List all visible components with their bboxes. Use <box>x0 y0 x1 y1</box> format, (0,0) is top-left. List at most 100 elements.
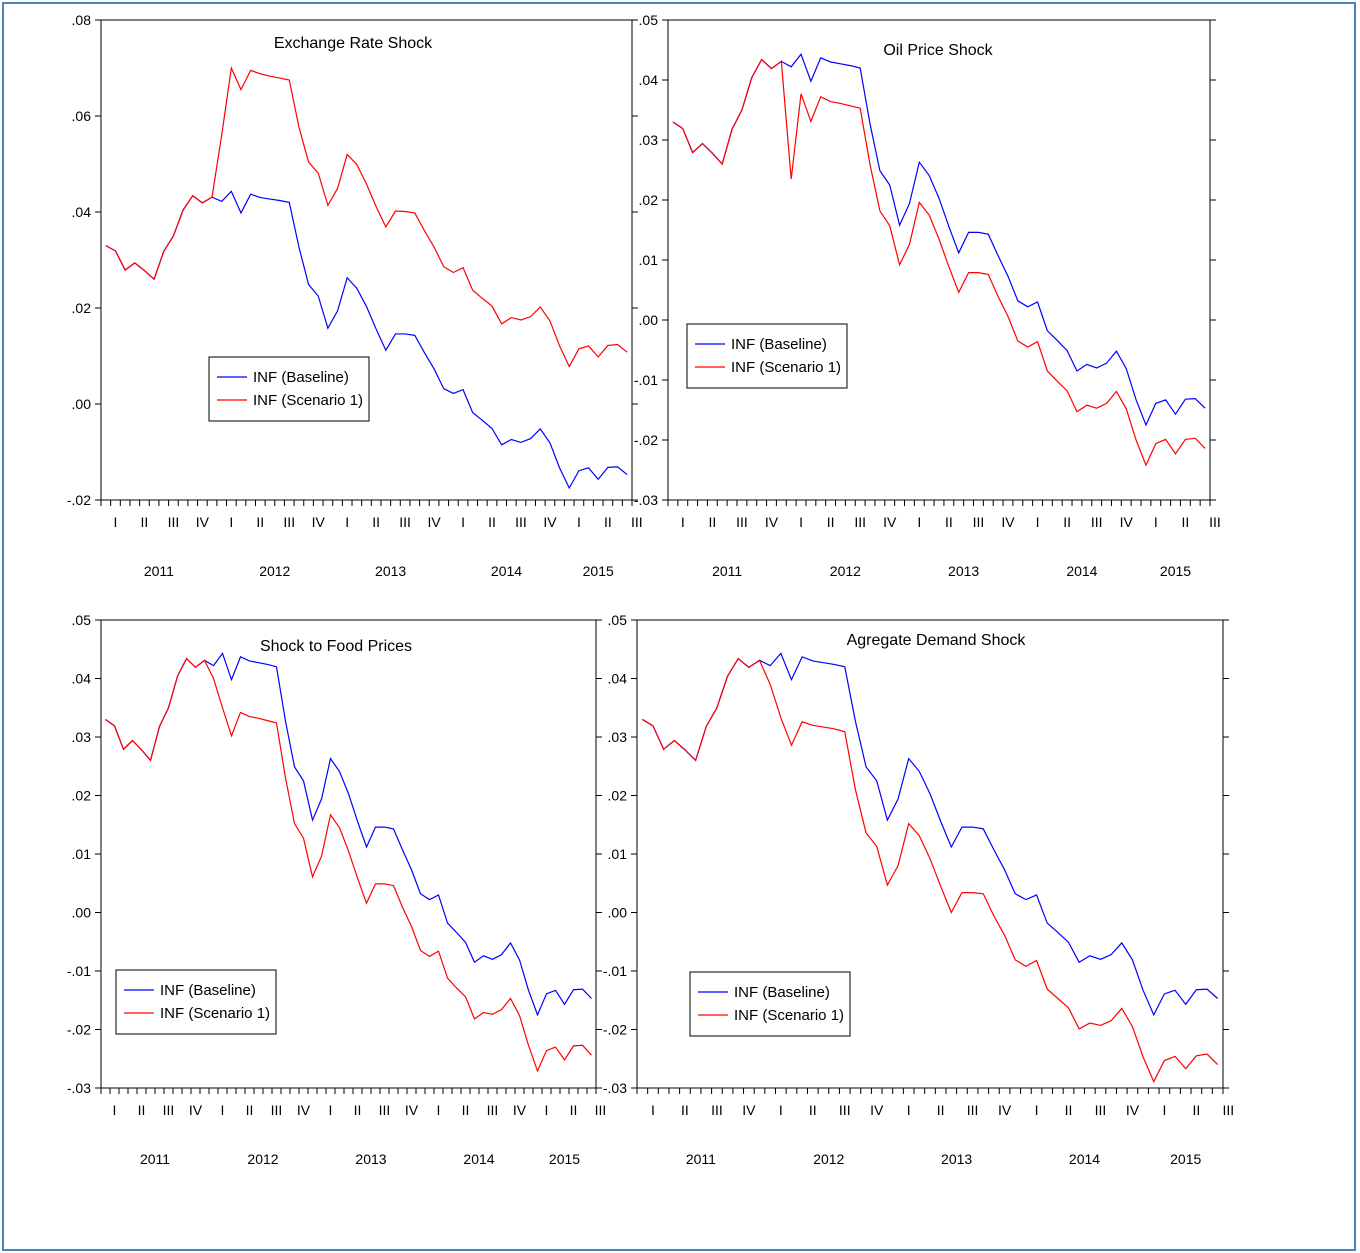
quarter-label: II <box>372 514 380 530</box>
quarter-label: III <box>271 1102 283 1118</box>
year-label: 2015 <box>1160 563 1191 579</box>
quarter-label: II <box>141 514 149 530</box>
quarter-label: I <box>113 1102 117 1118</box>
aggregate-demand-chart: -.03-.02-.01.00.01.02.03.04.05I II III IV I I… <box>603 612 1234 1167</box>
quarter-label: I <box>917 514 921 530</box>
y-tick-label: -.02 <box>603 1022 627 1038</box>
quarter-label: II <box>1181 514 1189 530</box>
y-tick-label: .04 <box>72 671 92 687</box>
year-label: 2013 <box>355 1151 386 1167</box>
quarter-label: I <box>545 1102 549 1118</box>
quarter-label: IV <box>427 514 441 530</box>
y-tick-label: .00 <box>72 396 92 412</box>
quarter-label: III <box>967 1102 979 1118</box>
quarter-label: III <box>1095 1102 1107 1118</box>
quarter-label: I <box>1162 1102 1166 1118</box>
oil-price-chart: -.03-.02-.01.00.01.02.03.04.05I II III IV I I… <box>634 12 1221 579</box>
year-label: 2011 <box>712 563 742 579</box>
y-tick-label: -.02 <box>67 492 91 508</box>
chart-title: Oil Price Shock <box>883 42 993 59</box>
legend: INF (Baseline) INF (Scenario 1) <box>208 356 370 422</box>
quarter-label: IV <box>189 1102 203 1118</box>
quarter-label: II <box>570 1102 578 1118</box>
plot-area <box>100 19 633 501</box>
quarter-label: III <box>711 1102 723 1118</box>
y-tick-label: .04 <box>72 204 92 220</box>
y-tick-label: .02 <box>72 788 92 804</box>
chart-title: Shock to Food Prices <box>260 638 412 655</box>
scenario-series-line <box>672 58 1206 467</box>
y-tick-label: .01 <box>608 846 628 862</box>
quarter-label: IV <box>405 1102 419 1118</box>
quarter-label: III <box>379 1102 391 1118</box>
scenario-series-line <box>105 657 592 1073</box>
quarter-label: III <box>839 1102 851 1118</box>
y-tick-label: .08 <box>72 12 92 28</box>
scenario-series-line <box>642 657 1219 1083</box>
quarter-label: IV <box>765 514 779 530</box>
quarter-label: I <box>437 1102 441 1118</box>
quarter-label: II <box>937 1102 945 1118</box>
quarter-label: II <box>488 514 496 530</box>
legend: INF (Baseline) INF (Scenario 1) <box>689 971 851 1037</box>
y-tick-label: .00 <box>72 905 92 921</box>
quarter-label: III <box>595 1102 607 1118</box>
y-tick-label: .02 <box>639 192 659 208</box>
quarter-label: III <box>1209 514 1221 530</box>
year-label: 2013 <box>948 563 979 579</box>
quarter-label: I <box>651 1102 655 1118</box>
year-label: 2012 <box>259 563 290 579</box>
quarter-label: I <box>114 514 118 530</box>
y-tick-label: .03 <box>608 729 628 745</box>
y-tick-label: -.03 <box>67 1080 91 1096</box>
year-label: 2011 <box>144 563 174 579</box>
y-tick-label: .06 <box>72 108 92 124</box>
quarter-label: I <box>907 1102 911 1118</box>
y-tick-label: .02 <box>608 788 628 804</box>
legend-box <box>689 971 851 1037</box>
quarter-label: III <box>1091 514 1103 530</box>
quarter-label: I <box>577 514 581 530</box>
year-label: 2012 <box>247 1151 278 1167</box>
quarter-label: II <box>1065 1102 1073 1118</box>
quarter-label: II <box>945 514 953 530</box>
year-label: 2014 <box>1066 563 1097 579</box>
quarter-label: III <box>515 514 527 530</box>
chart-title: Agregate Demand Shock <box>847 632 1027 649</box>
quarter-label: II <box>256 514 264 530</box>
y-tick-label: -.02 <box>67 1022 91 1038</box>
quarter-label: IV <box>1126 1102 1140 1118</box>
quarter-label: III <box>1222 1102 1234 1118</box>
legend-label: INF (Baseline) <box>731 336 827 353</box>
legend-box <box>115 969 277 1035</box>
legend-label: INF (Scenario 1) <box>734 1007 844 1024</box>
quarter-label: IV <box>998 1102 1012 1118</box>
y-tick-label: -.03 <box>603 1080 627 1096</box>
y-tick-label: .03 <box>72 729 92 745</box>
year-label: 2012 <box>830 563 861 579</box>
quarter-label: II <box>1063 514 1071 530</box>
quarter-label: I <box>221 1102 225 1118</box>
baseline-series-line <box>105 652 592 1017</box>
quarter-label: II <box>708 514 716 530</box>
quarter-label: I <box>229 514 233 530</box>
year-label: 2012 <box>813 1151 844 1167</box>
scenario-series-line <box>105 65 628 368</box>
quarter-label: I <box>779 1102 783 1118</box>
year-label: 2014 <box>491 563 522 579</box>
quarter-label: I <box>1035 1102 1039 1118</box>
quarter-label: IV <box>297 1102 311 1118</box>
quarter-label: I <box>345 514 349 530</box>
quarter-label: I <box>1154 514 1158 530</box>
quarter-label: IV <box>543 514 557 530</box>
legend-box <box>686 323 848 389</box>
year-label: 2014 <box>1069 1151 1100 1167</box>
y-tick-label: -.01 <box>634 372 658 388</box>
y-tick-label: .04 <box>608 671 628 687</box>
y-tick-label: -.02 <box>634 432 658 448</box>
quarter-label: III <box>399 514 411 530</box>
legend: INF (Baseline) INF (Scenario 1) <box>115 969 277 1035</box>
year-label: 2014 <box>463 1151 494 1167</box>
quarter-label: II <box>604 514 612 530</box>
